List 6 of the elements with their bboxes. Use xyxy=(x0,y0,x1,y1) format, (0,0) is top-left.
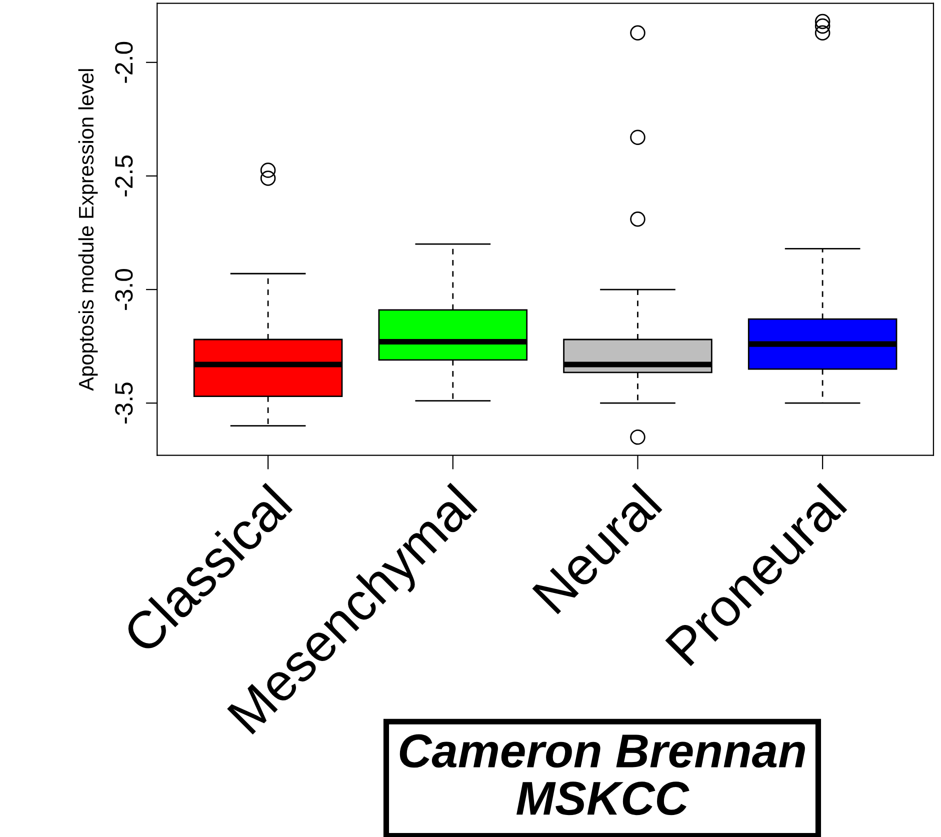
y-axis-title: Apoptosis module Expression level xyxy=(78,69,98,391)
y-tick-label: -2.5 xyxy=(115,155,133,196)
y-tick-label: -2.0 xyxy=(115,42,133,83)
y-tick-label: -3.5 xyxy=(115,382,133,424)
text: Cameron Brennan MSKCC xyxy=(400,734,805,816)
y-tick-label: -3.0 xyxy=(115,268,133,310)
